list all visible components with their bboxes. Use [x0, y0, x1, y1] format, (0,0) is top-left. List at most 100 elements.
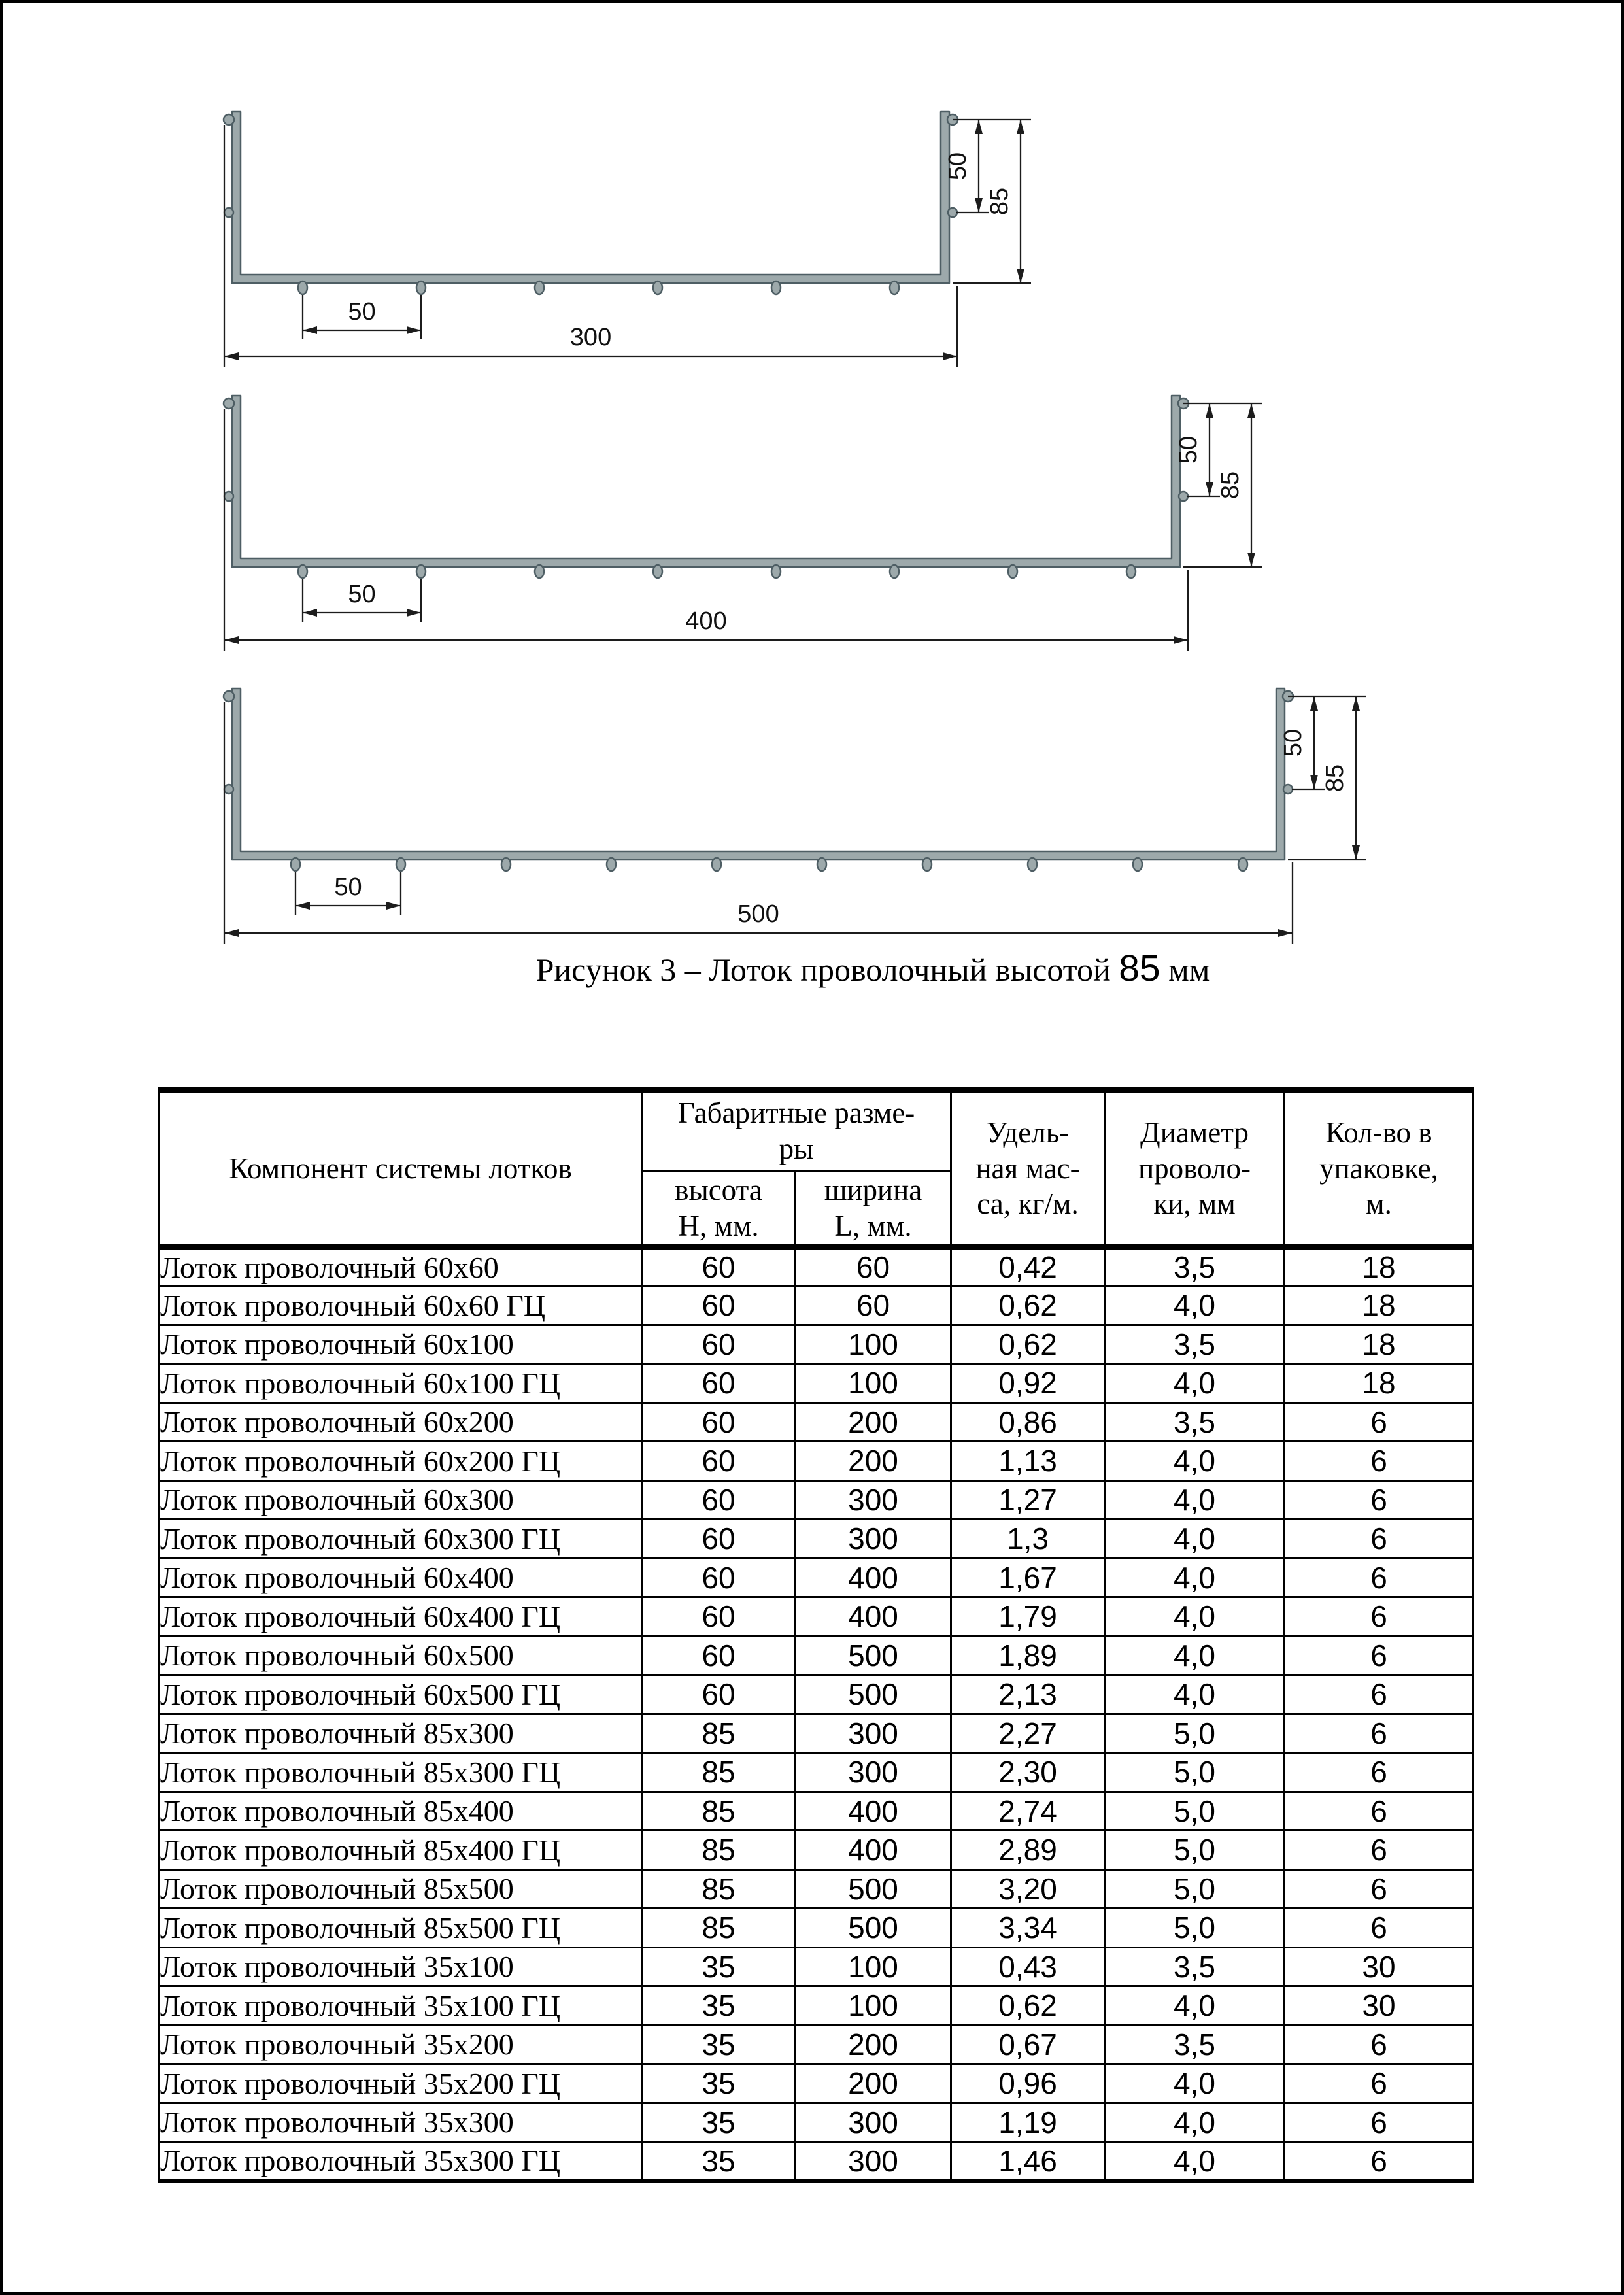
table-row: Лоток проволочный 60х100 60 100 0,62 3,5… [158, 1323, 1475, 1365]
component-cell: Лоток проволочный 60х200 ГЦ [158, 1440, 643, 1482]
component-cell: Лоток проволочный 60х500 ГЦ [158, 1674, 643, 1715]
height-cell: 85 [641, 1790, 796, 1831]
component-cell: Лоток проволочный 85х400 ГЦ [158, 1829, 643, 1871]
mass-cell: 3,20 [950, 1868, 1106, 1909]
header-line: ки, мм [1153, 1187, 1236, 1221]
table-row: Лоток проволочный 85х500 85 500 3,20 5,0… [158, 1868, 1475, 1909]
component-cell: Лоток проволочный 85х500 ГЦ [158, 1907, 643, 1948]
diameter-cell: 5,0 [1104, 1712, 1286, 1754]
qty-cell: 6 [1283, 1518, 1475, 1559]
qty-cell: 6 [1283, 1868, 1475, 1909]
diameter-cell: 4,0 [1104, 1440, 1286, 1482]
figure-caption-number: 85 [1119, 947, 1160, 989]
table-row: Лоток проволочный 35х300 35 300 1,19 4,0… [158, 2101, 1475, 2143]
header-line: ная мас- [975, 1151, 1080, 1185]
height-cell: 60 [641, 1674, 796, 1715]
diameter-cell: 3,5 [1104, 2024, 1286, 2065]
width-cell: 60 [794, 1285, 953, 1326]
diameter-cell: 4,0 [1104, 1518, 1286, 1559]
diameter-cell: 4,0 [1104, 1557, 1286, 1598]
table-row: Лоток проволочный 85х400 85 400 2,74 5,0… [158, 1790, 1475, 1831]
qty-cell: 6 [1283, 1557, 1475, 1598]
dimension-label: 50 [334, 874, 362, 901]
width-cell: 100 [794, 1363, 953, 1404]
figure-drawings: 50 300 50 85 50 400 50 85 50 500 50 85 [222, 110, 1366, 944]
col-header-qty-per-pack: Кол-во в упаковке, м. [1283, 1089, 1475, 1250]
width-cell: 60 [794, 1246, 953, 1287]
diameter-cell: 4,0 [1104, 2101, 1286, 2143]
qty-cell: 6 [1283, 1752, 1475, 1793]
diameter-cell: 5,0 [1104, 1868, 1286, 1909]
width-cell: 500 [794, 1635, 953, 1676]
header-line: са, кг/м. [977, 1187, 1079, 1221]
header-line: L, мм. [834, 1209, 912, 1242]
height-cell: 60 [641, 1401, 796, 1442]
qty-cell: 6 [1283, 1596, 1475, 1637]
mass-cell: 2,30 [950, 1752, 1106, 1793]
component-cell: Лоток проволочный 85х500 [158, 1868, 643, 1909]
tray-drawing-300: 50 300 50 85 [222, 110, 1031, 367]
tray-table-body: Лоток проволочный 60х60 60 60 0,42 3,5 1… [158, 1246, 1475, 2182]
mass-cell: 0,43 [950, 1946, 1106, 1987]
qty-cell: 6 [1283, 1401, 1475, 1442]
mass-cell: 2,74 [950, 1790, 1106, 1831]
dimension-label: 50 [944, 152, 972, 180]
header-line: проволо- [1138, 1151, 1251, 1185]
table-row: Лоток проволочный 60х400 ГЦ 60 400 1,79 … [158, 1596, 1475, 1637]
figure-caption-suffix: мм [1160, 951, 1210, 988]
width-cell: 500 [794, 1868, 953, 1909]
width-cell: 300 [794, 1752, 953, 1793]
diameter-cell: 5,0 [1104, 1907, 1286, 1948]
diameter-cell: 5,0 [1104, 1790, 1286, 1831]
component-cell: Лоток проволочный 60х500 [158, 1635, 643, 1676]
height-cell: 35 [641, 2024, 796, 2065]
width-cell: 200 [794, 1440, 953, 1482]
component-cell: Лоток проволочный 60х200 [158, 1401, 643, 1442]
width-cell: 200 [794, 1401, 953, 1442]
diameter-cell: 4,0 [1104, 1363, 1286, 1404]
dimension-label: 50 [1175, 436, 1202, 464]
width-cell: 300 [794, 1479, 953, 1520]
height-cell: 85 [641, 1868, 796, 1909]
table-row: Лоток проволочный 60х300 ГЦ 60 300 1,3 4… [158, 1518, 1475, 1559]
dimension-label: 300 [570, 324, 611, 351]
mass-cell: 2,27 [950, 1712, 1106, 1754]
table-row: Лоток проволочный 60х400 60 400 1,67 4,0… [158, 1557, 1475, 1598]
component-cell: Лоток проволочный 60х300 [158, 1479, 643, 1520]
table-row: Лоток проволочный 35х200 35 200 0,67 3,5… [158, 2024, 1475, 2065]
diameter-cell: 3,5 [1104, 1246, 1286, 1287]
qty-cell: 18 [1283, 1363, 1475, 1404]
table-row: Лоток проволочный 35х100 ГЦ 35 100 0,62 … [158, 1985, 1475, 2026]
dimension-label: 85 [1321, 764, 1349, 792]
table-row: Лоток проволочный 35х300 ГЦ 35 300 1,46 … [158, 2141, 1475, 2182]
dimension-label: 400 [685, 607, 726, 635]
width-cell: 400 [794, 1596, 953, 1637]
figure-caption: Рисунок 3 – Лоток проволочный высотой 85… [232, 947, 1514, 990]
mass-cell: 0,67 [950, 2024, 1106, 2065]
dimension-label: 50 [1279, 729, 1307, 756]
qty-cell: 6 [1283, 1790, 1475, 1831]
component-cell: Лоток проволочный 60х400 ГЦ [158, 1596, 643, 1637]
mass-cell: 0,92 [950, 1363, 1106, 1404]
height-cell: 60 [641, 1246, 796, 1287]
mass-cell: 0,96 [950, 2063, 1106, 2104]
height-cell: 35 [641, 2141, 796, 2182]
diameter-cell: 3,5 [1104, 1946, 1286, 1987]
col-header-dimensions-group: Габаритные разме- ры [640, 1089, 953, 1172]
height-cell: 60 [641, 1479, 796, 1520]
qty-cell: 18 [1283, 1323, 1475, 1365]
tray-drawing-400: 50 400 50 85 [222, 394, 1262, 651]
qty-cell: 6 [1283, 1440, 1475, 1482]
mass-cell: 1,89 [950, 1635, 1106, 1676]
width-cell: 200 [794, 2024, 953, 2065]
col-header-height: высота H, мм. [641, 1170, 796, 1250]
diameter-cell: 4,0 [1104, 1674, 1286, 1715]
component-cell: Лоток проволочный 85х400 [158, 1790, 643, 1831]
height-cell: 60 [641, 1440, 796, 1482]
tray-specs-table: Компонент системы лотков Габаритные разм… [158, 1087, 1475, 2183]
component-cell: Лоток проволочный 35х200 ГЦ [158, 2063, 643, 2104]
height-cell: 35 [641, 1946, 796, 1987]
col-header-mass: Удель- ная мас- са, кг/м. [950, 1089, 1106, 1250]
table-row: Лоток проволочный 35х100 35 100 0,43 3,5… [158, 1946, 1475, 1987]
